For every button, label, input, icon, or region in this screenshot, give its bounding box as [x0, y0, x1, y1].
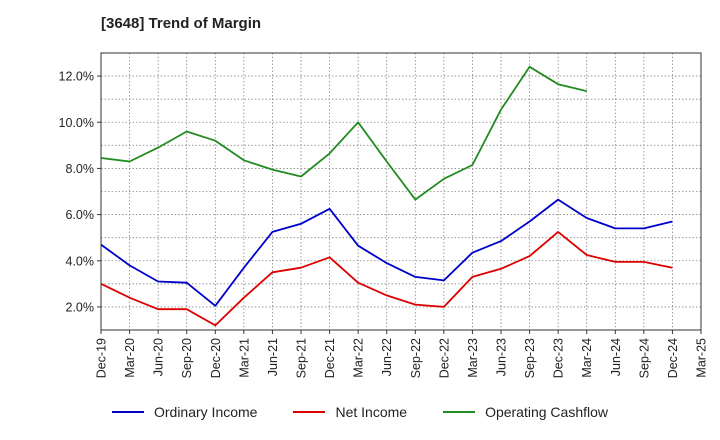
- legend-swatch: [111, 411, 144, 413]
- y-tick-label: 2.0%: [66, 300, 95, 314]
- x-tick-label: Jun-22: [380, 338, 394, 376]
- x-tick-label: Mar-21: [237, 338, 251, 378]
- legend-label: Operating Cashflow: [485, 404, 609, 420]
- legend-swatch: [293, 411, 326, 413]
- x-axis: Dec-19 Mar-20 Jun-20 Sep-20 Dec-20 Mar-21 Jun-…: [95, 330, 709, 378]
- y-tick-label: 10.0%: [59, 116, 94, 130]
- x-tick-label: Dec-19: [95, 338, 109, 378]
- x-tick-label: Sep-22: [409, 338, 423, 378]
- legend-label: Ordinary Income: [153, 404, 258, 420]
- x-tick-label: Dec-21: [323, 338, 337, 378]
- y-tick-label: 6.0%: [66, 208, 95, 222]
- x-tick-label: Jun-23: [495, 338, 509, 376]
- x-tick-label: Dec-24: [666, 338, 680, 378]
- x-tick-label: Sep-21: [295, 338, 309, 378]
- legend: Ordinary Income Net Income Operating Cashf…: [0, 404, 720, 420]
- y-tick-label: 8.0%: [66, 162, 95, 176]
- series-line-2: [100, 65, 587, 201]
- x-tick-label: Mar-23: [466, 338, 480, 378]
- x-tick-label: Jun-20: [152, 338, 166, 376]
- plot-frame: [100, 52, 702, 331]
- x-tick-label: Sep-24: [637, 338, 651, 378]
- x-tick-label: Mar-22: [352, 338, 366, 378]
- x-tick-label: Mar-20: [123, 338, 137, 378]
- series-line-0: [100, 198, 673, 307]
- legend-item-0: Ordinary Income: [111, 404, 258, 420]
- legend-item-2: Operating Cashflow: [443, 404, 608, 420]
- legend-swatch: [443, 411, 476, 413]
- chart-title: [3648] Trend of Margin: [101, 15, 262, 32]
- legend-label: Net Income: [335, 404, 408, 420]
- x-tick-label: Dec-20: [209, 338, 223, 378]
- x-tick-label: Jun-24: [609, 338, 623, 376]
- x-tick-label: Dec-23: [552, 338, 566, 378]
- x-tick-label: Sep-20: [180, 338, 194, 378]
- y-tick-label: 4.0%: [66, 254, 95, 268]
- y-axis: 2.0% 4.0% 6.0% 8.0% 10.0% 12.0%: [59, 70, 101, 314]
- grid-lines: [101, 53, 701, 330]
- x-tick-label: Dec-22: [437, 338, 451, 378]
- series-line-1: [100, 231, 673, 327]
- series-lines: [100, 65, 673, 327]
- x-tick-label: Jun-21: [266, 338, 280, 376]
- x-tick-label: Mar-24: [580, 338, 594, 378]
- y-tick-label: 12.0%: [59, 70, 94, 84]
- x-tick-label: Mar-25: [695, 338, 709, 378]
- x-tick-label: Sep-23: [523, 338, 537, 378]
- legend-item-1: Net Income: [293, 404, 407, 420]
